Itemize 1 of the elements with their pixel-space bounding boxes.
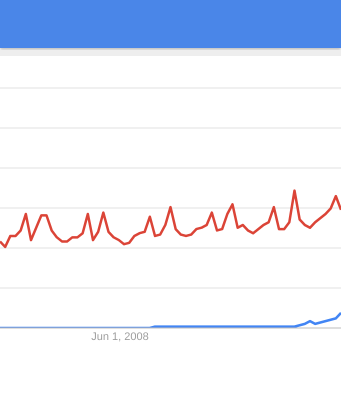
text: Jun 1, 2008 xyxy=(90,331,150,343)
